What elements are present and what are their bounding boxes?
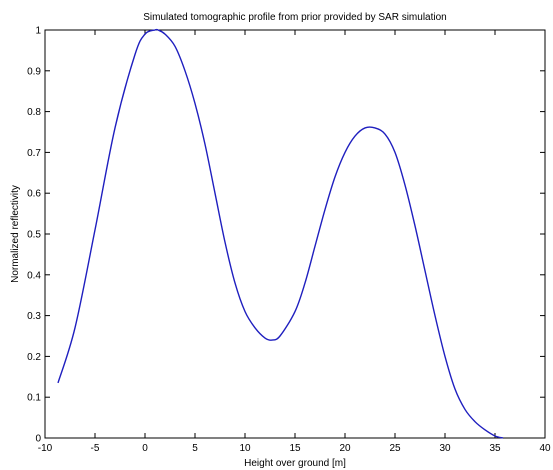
x-axis: -10 -5 0 5 10 15 20 25 30 35 40 [38,30,551,454]
y-axis: 0 0.1 0.2 0.3 0.4 0.5 0.6 0.7 0.8 0.9 1 [27,26,545,445]
y-tick-label: 1 [35,26,41,37]
x-tick-label: 30 [439,443,451,454]
y-tick-label: 0.2 [27,352,41,363]
x-tick-label: 5 [192,443,198,454]
y-tick-label: 0.6 [27,189,41,200]
y-tick-label: 0.1 [27,393,41,404]
y-tick-label: 0.7 [27,148,41,159]
plot-frame [44,29,546,439]
x-tick-label: 35 [489,443,501,454]
x-tick-label: 10 [239,443,251,454]
x-tick-label: 20 [339,443,351,454]
x-tick-label: 15 [289,443,301,454]
x-tick-label: 0 [142,443,148,454]
x-tick-label: -5 [91,443,100,454]
y-tick-label: 0.5 [27,230,41,241]
y-tick-label: 0 [35,434,41,445]
y-tick-label: 0.8 [27,107,41,118]
chart-title: Simulated tomographic profile from prior… [143,12,446,23]
series-line [57,28,504,439]
x-tick-label: 25 [389,443,401,454]
x-tick-label: 40 [539,443,551,454]
y-tick-label: 0.9 [27,66,41,77]
y-tick-label: 0.3 [27,311,41,322]
x-axis-label: Height over ground [m] [244,458,346,469]
y-tick-label: 0.4 [27,270,41,281]
x-tick-label: -10 [38,443,53,454]
y-axis-label: Normalized reflectivity [10,185,21,283]
